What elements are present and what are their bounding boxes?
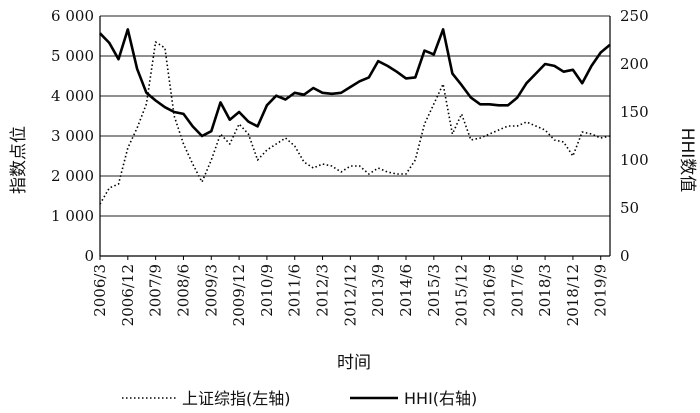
legend-label-hhi: HHI(右轴) bbox=[404, 389, 477, 408]
series-line-shanghai-index bbox=[99, 41, 611, 205]
plot-frame bbox=[99, 16, 611, 257]
series-line-hhi bbox=[99, 28, 611, 138]
right-tick-label: 100 bbox=[620, 151, 649, 169]
x-tick-label: 2010/9 bbox=[258, 264, 276, 317]
x-tick-label: 2016/9 bbox=[480, 264, 498, 317]
left-axis-ticks: 0 1 000 2 000 3 000 4 000 5 000 6 000 bbox=[51, 7, 94, 265]
x-tick-label: 2007/9 bbox=[147, 264, 165, 317]
right-tick-label: 200 bbox=[620, 55, 649, 73]
left-tick-label: 0 bbox=[84, 247, 94, 265]
x-tick-label: 2013/9 bbox=[369, 264, 387, 317]
right-tick-label: 250 bbox=[620, 7, 649, 25]
series-layer bbox=[99, 28, 611, 205]
x-tick-label: 2018/3 bbox=[536, 264, 554, 317]
legend: 上证综指(左轴) HHI(右轴) bbox=[122, 389, 477, 408]
x-tick-label: 2006/3 bbox=[91, 264, 109, 317]
left-tick-label: 4 000 bbox=[51, 87, 94, 105]
x-tick-label: 2006/12 bbox=[119, 264, 137, 326]
left-tick-label: 2 000 bbox=[51, 167, 94, 185]
right-tick-label: 0 bbox=[620, 247, 630, 265]
right-axis-title: HHI数值 bbox=[677, 128, 697, 193]
x-tick-label: 2014/6 bbox=[397, 264, 415, 317]
x-tick-label: 2017/6 bbox=[508, 264, 526, 317]
x-axis-title: 时间 bbox=[337, 353, 371, 373]
x-tick-label: 2015/3 bbox=[425, 264, 443, 317]
legend-label-shanghai-index: 上证综指(左轴) bbox=[182, 389, 291, 408]
left-tick-label: 1 000 bbox=[51, 207, 94, 225]
right-axis-ticks: 0 50 100 150 200 250 bbox=[620, 7, 649, 265]
left-axis-title: 指数点位 bbox=[9, 126, 29, 194]
left-tick-label: 3 000 bbox=[51, 127, 94, 145]
x-tick-label: 2011/6 bbox=[286, 264, 304, 317]
left-tick-label: 5 000 bbox=[51, 47, 94, 65]
x-tick-label: 2009/12 bbox=[230, 264, 248, 326]
right-tick-label: 50 bbox=[620, 199, 639, 217]
x-tick-label: 2009/3 bbox=[202, 264, 220, 317]
x-tick-label: 2012/12 bbox=[341, 264, 359, 326]
x-axis-ticks: 2006/3 2006/12 2007/9 2008/6 2009/3 2009/12 20… bbox=[91, 256, 610, 326]
x-tick-label: 2012/3 bbox=[314, 264, 332, 317]
x-tick-label: 2008/6 bbox=[174, 264, 192, 317]
x-tick-label: 2015/12 bbox=[453, 264, 471, 326]
x-tick-label: 2019/9 bbox=[592, 264, 610, 317]
right-tick-label: 150 bbox=[620, 103, 649, 121]
x-tick-label: 2018/12 bbox=[564, 264, 582, 326]
left-tick-label: 6 000 bbox=[51, 7, 94, 25]
grid-lines bbox=[100, 15, 610, 257]
